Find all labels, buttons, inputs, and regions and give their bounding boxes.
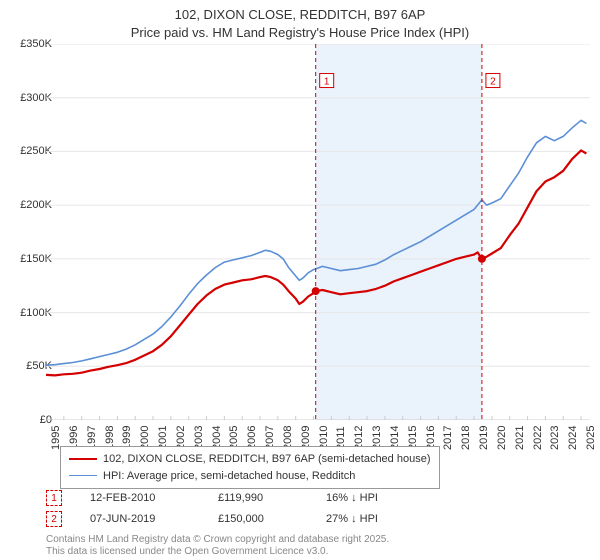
x-tick-label: 2024	[567, 426, 579, 450]
footnote-date: 07-JUN-2019	[90, 513, 190, 525]
svg-text:2: 2	[490, 77, 496, 88]
x-tick-label: 2018	[460, 426, 472, 450]
title-line2: Price paid vs. HM Land Registry's House …	[0, 24, 600, 42]
footnote-price: £119,990	[218, 492, 298, 504]
footnote-hpi: 16% ↓ HPI	[326, 492, 416, 504]
footnote-marker: 1	[46, 490, 62, 506]
title-line1: 102, DIXON CLOSE, REDDITCH, B97 6AP	[0, 6, 600, 24]
copyright-notice: Contains HM Land Registry data © Crown c…	[46, 534, 389, 557]
x-tick-label: 2020	[496, 426, 508, 450]
x-tick-label: 2023	[549, 426, 561, 450]
footnote-marker: 2	[46, 511, 62, 527]
footnote-date: 12-FEB-2010	[90, 492, 190, 504]
copyright-line1: Contains HM Land Registry data © Crown c…	[46, 534, 389, 546]
footnote-row: 2 07-JUN-2019 £150,000 27% ↓ HPI	[46, 511, 416, 527]
legend-swatch	[69, 475, 97, 476]
footnote-hpi: 27% ↓ HPI	[326, 513, 416, 525]
legend-swatch	[69, 458, 97, 460]
footnote-price: £150,000	[218, 513, 298, 525]
sale-footnotes: 1 12-FEB-2010 £119,990 16% ↓ HPI 2 07-JUN-201…	[46, 490, 416, 532]
copyright-line2: This data is licensed under the Open Gov…	[46, 546, 389, 558]
legend-row: 102, DIXON CLOSE, REDDITCH, B97 6AP (sem…	[69, 451, 431, 468]
legend: 102, DIXON CLOSE, REDDITCH, B97 6AP (sem…	[60, 446, 440, 489]
x-tick-label: 2025	[585, 426, 597, 450]
x-tick-label: 2019	[478, 426, 490, 450]
legend-row: HPI: Average price, semi-detached house,…	[69, 468, 431, 485]
legend-label: HPI: Average price, semi-detached house,…	[103, 468, 355, 485]
x-tick-label: 2021	[514, 426, 526, 450]
x-tick-label: 2017	[442, 426, 454, 450]
legend-label: 102, DIXON CLOSE, REDDITCH, B97 6AP (sem…	[103, 451, 431, 468]
svg-text:1: 1	[324, 77, 330, 88]
chart-title: 102, DIXON CLOSE, REDDITCH, B97 6AP Pric…	[0, 0, 600, 41]
x-tick-label: 2022	[532, 426, 544, 450]
price-chart: 12	[46, 44, 590, 420]
footnote-row: 1 12-FEB-2010 £119,990 16% ↓ HPI	[46, 490, 416, 506]
